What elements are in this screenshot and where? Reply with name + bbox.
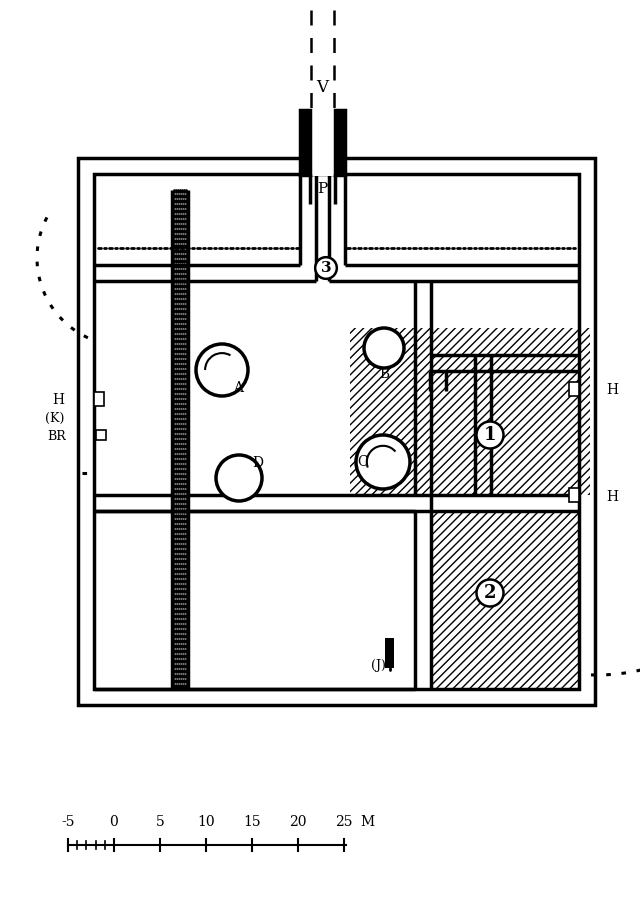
Text: B: B xyxy=(379,367,389,381)
Bar xyxy=(569,488,579,502)
Text: 25: 25 xyxy=(335,815,353,829)
Text: H: H xyxy=(52,393,64,407)
Bar xyxy=(78,158,595,705)
Text: 20: 20 xyxy=(289,815,307,829)
Bar xyxy=(569,488,579,502)
Bar xyxy=(94,392,104,406)
Bar xyxy=(569,382,579,396)
Circle shape xyxy=(196,344,248,396)
Text: (J): (J) xyxy=(371,659,385,673)
Circle shape xyxy=(356,435,410,489)
Bar xyxy=(385,638,394,668)
Bar xyxy=(300,110,310,175)
Bar xyxy=(335,110,345,175)
Bar xyxy=(569,382,579,396)
Text: V: V xyxy=(316,79,328,97)
Text: A: A xyxy=(233,381,243,395)
Text: -5: -5 xyxy=(61,815,75,829)
Text: 10: 10 xyxy=(197,815,215,829)
Text: P: P xyxy=(317,182,327,196)
Bar xyxy=(94,392,104,406)
Text: (K): (K) xyxy=(45,411,65,425)
Bar xyxy=(94,174,579,689)
Text: 2: 2 xyxy=(484,584,496,602)
Bar xyxy=(96,430,106,440)
Text: M: M xyxy=(360,815,374,829)
Text: 3: 3 xyxy=(321,261,332,275)
Text: 0: 0 xyxy=(109,815,118,829)
Bar xyxy=(350,328,590,495)
Bar xyxy=(300,110,310,175)
Circle shape xyxy=(216,455,262,501)
Text: 15: 15 xyxy=(243,815,261,829)
Text: H: H xyxy=(606,490,618,504)
Text: D: D xyxy=(253,456,264,470)
Bar xyxy=(96,430,106,440)
Text: 5: 5 xyxy=(156,815,164,829)
Bar xyxy=(335,110,345,175)
Text: C: C xyxy=(358,455,368,469)
Text: H: H xyxy=(606,383,618,397)
Bar xyxy=(310,156,335,176)
Bar xyxy=(432,512,578,688)
Circle shape xyxy=(364,328,404,368)
Text: 1: 1 xyxy=(484,426,496,444)
Text: BR: BR xyxy=(47,430,67,444)
